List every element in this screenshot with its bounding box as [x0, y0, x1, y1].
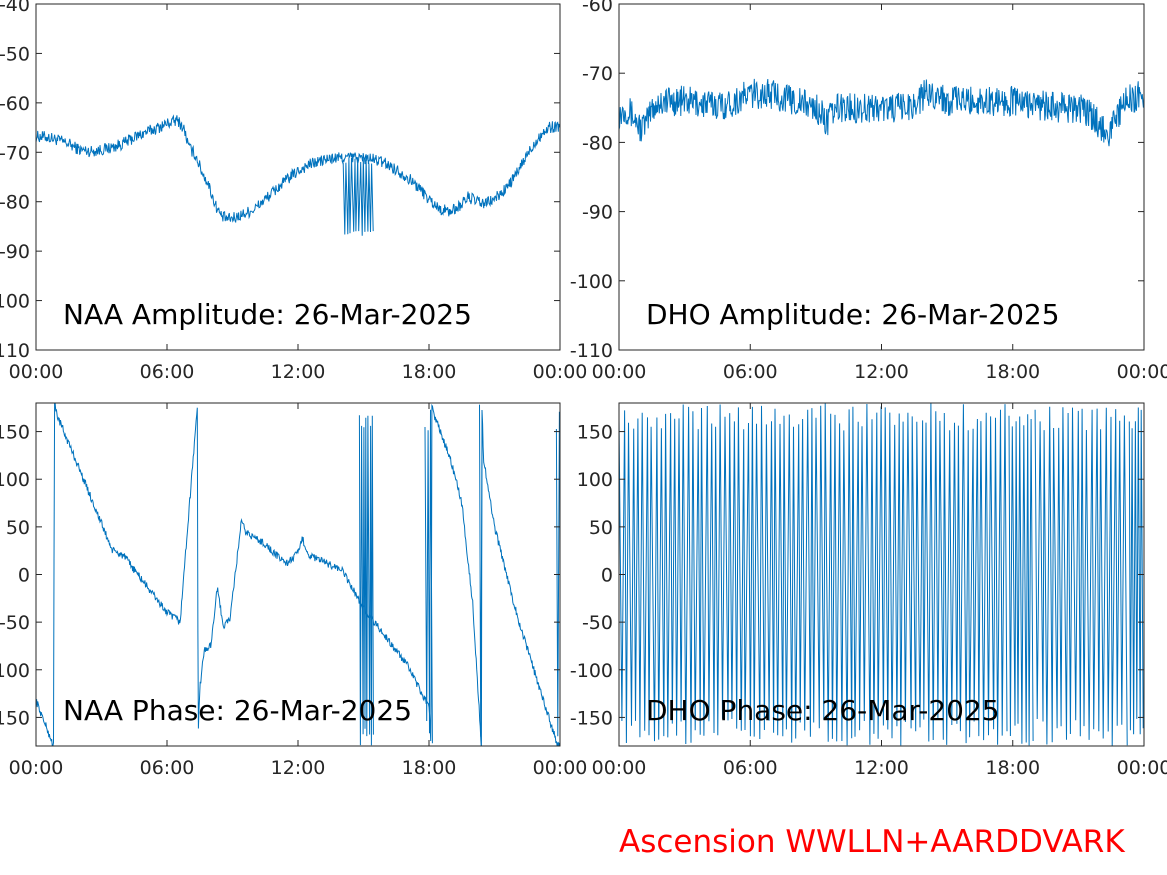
series-wrap-spikes	[555, 411, 560, 737]
y-tick-label: -50	[582, 612, 613, 634]
y-tick-label: -100	[0, 660, 30, 682]
y-tick-label: -90	[0, 241, 30, 263]
y-tick-label: -100	[570, 271, 613, 293]
y-tick-label: -70	[582, 63, 613, 85]
series-wrap-spikes	[479, 404, 483, 737]
x-tick-label: 00:00	[9, 361, 64, 383]
y-tick-label: -80	[0, 192, 30, 214]
x-tick-label: 00:00	[533, 757, 588, 779]
x-tick-label: 06:00	[723, 757, 778, 779]
y-tick-label: -60	[0, 93, 30, 115]
y-tick-label: -40	[0, 0, 30, 16]
x-tick-label: 00:00	[1117, 757, 1167, 779]
y-tick-label: -110	[570, 340, 613, 362]
x-tick-label: 18:00	[402, 757, 457, 779]
x-tick-label: 06:00	[140, 757, 195, 779]
y-tick-label: -60	[582, 0, 613, 16]
x-tick-label: 18:00	[985, 361, 1040, 383]
x-tick-label: 12:00	[854, 757, 909, 779]
y-tick-label: -70	[0, 142, 30, 164]
x-tick-label: 18:00	[985, 757, 1040, 779]
series-wrap-spikes	[1128, 407, 1144, 735]
station-label: Ascension WWLLN+AARDDVARK	[619, 824, 1125, 860]
x-tick-label: 18:00	[402, 361, 457, 383]
x-tick-label: 00:00	[592, 361, 647, 383]
plot-area	[36, 114, 560, 236]
series-trace	[36, 114, 560, 224]
series-wrap-spikes	[1034, 406, 1128, 746]
plot-area	[36, 403, 560, 746]
panel-title: NAA Amplitude: 26-Mar-2025	[63, 298, 472, 331]
x-tick-label: 06:00	[140, 361, 195, 383]
y-tick-label: 50	[589, 517, 613, 539]
x-tick-label: 00:00	[592, 757, 647, 779]
x-tick-label: 12:00	[271, 757, 326, 779]
panel-title: DHO Amplitude: 26-Mar-2025	[646, 298, 1060, 331]
y-tick-label: -50	[0, 612, 30, 634]
y-tick-label: 0	[18, 565, 30, 587]
y-tick-label: -100	[0, 291, 30, 313]
plot-area	[619, 403, 1144, 746]
y-tick-label: 0	[601, 565, 613, 587]
naa-amplitude-panel: 00:0006:0012:0018:0000:00-110-100-90-80-…	[0, 0, 587, 383]
y-tick-label: -150	[570, 707, 613, 729]
panel-title: DHO Phase: 26-Mar-2025	[646, 694, 1000, 727]
y-tick-label: -80	[582, 132, 613, 154]
dho-phase-panel: 00:00 06:00 12:00 18:00 00:00 -150 -100 -50 0 50 1…	[570, 402, 1167, 779]
x-tick-label: 12:00	[271, 361, 326, 383]
x-tick-label: 00:00	[533, 361, 588, 383]
y-tick-label: 150	[0, 422, 30, 444]
series-wrap-spikes	[619, 403, 1008, 746]
y-tick-label: 100	[0, 469, 30, 491]
x-tick-label: 00:00	[1117, 361, 1167, 383]
panel-title: NAA Phase: 26-Mar-2025	[63, 694, 412, 727]
dho-amplitude-panel: 00:00 06:00 12:00 18:00 00:00-110-100-90-80-…	[570, 0, 1167, 383]
y-tick-label: 100	[577, 469, 613, 491]
plot-area	[619, 78, 1144, 147]
series-wrap-spikes	[342, 157, 374, 236]
y-tick-label: -150	[0, 707, 30, 729]
series-wrap-spikes	[1008, 414, 1034, 746]
y-tick-label: 150	[577, 422, 613, 444]
y-tick-label: 50	[6, 517, 30, 539]
series-wrap-spikes	[424, 409, 433, 744]
naa-phase-panel: 00:00 06:00 12:00 18:00 00:00 -150 -100 -50 0 50 1…	[0, 402, 588, 779]
series-trace	[36, 403, 560, 746]
x-tick-label: 06:00	[723, 361, 778, 383]
x-tick-label: 12:00	[854, 361, 909, 383]
series-wrap-spikes	[358, 415, 374, 746]
y-tick-label: -90	[582, 202, 613, 224]
y-tick-label: -110	[0, 340, 30, 362]
x-tick-label: 00:00	[9, 757, 64, 779]
series-trace	[619, 78, 1144, 147]
y-tick-label: -50	[0, 43, 30, 65]
y-tick-label: -100	[570, 660, 613, 682]
